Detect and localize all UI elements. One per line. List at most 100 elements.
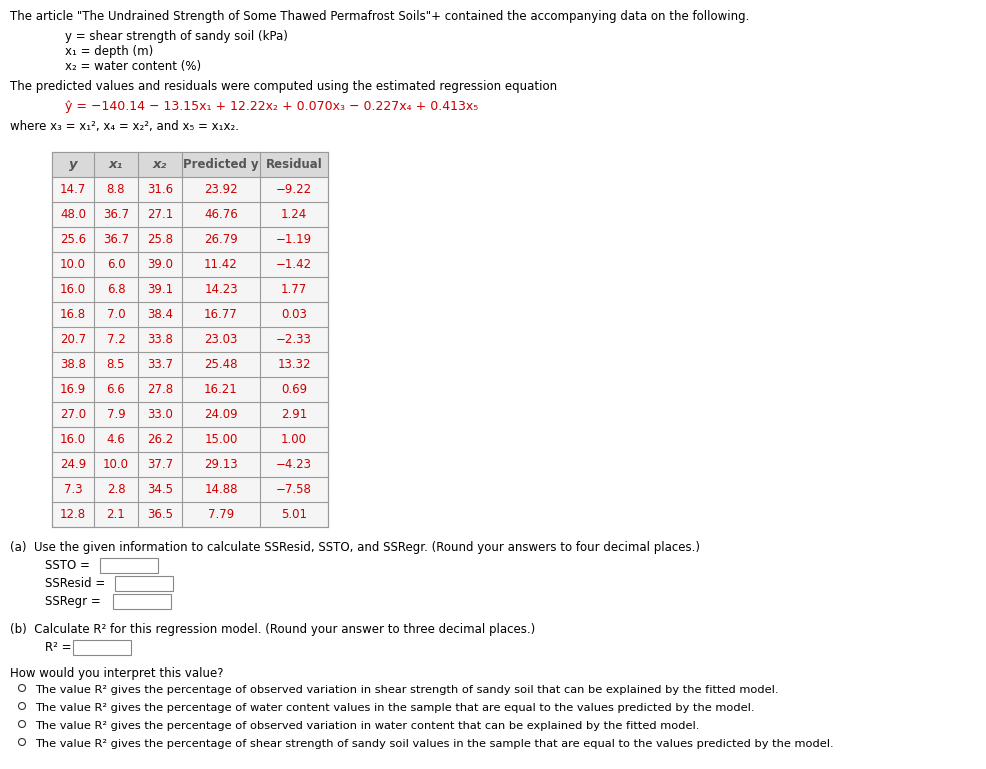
Bar	[52, 502, 327, 527]
Bar	[52, 427, 327, 452]
Text: SSResid =: SSResid =	[45, 577, 106, 590]
Text: 24.09: 24.09	[204, 408, 238, 421]
Text: 16.0: 16.0	[60, 433, 86, 446]
Text: 2.1: 2.1	[106, 508, 125, 521]
Text: 11.42: 11.42	[204, 258, 238, 271]
Text: x₁ = depth (m): x₁ = depth (m)	[65, 45, 153, 58]
Text: 0.69: 0.69	[281, 383, 307, 396]
Text: 25.48: 25.48	[204, 358, 238, 371]
Bar	[52, 377, 327, 402]
Text: 2.91: 2.91	[281, 408, 307, 421]
Text: 1.24: 1.24	[281, 208, 307, 221]
Text: 8.8: 8.8	[106, 183, 125, 196]
Text: 36.7: 36.7	[103, 208, 129, 221]
Text: 38.8: 38.8	[60, 358, 86, 371]
Text: 1.77: 1.77	[281, 283, 307, 296]
Bar	[52, 402, 327, 427]
Text: 14.23: 14.23	[204, 283, 238, 296]
Text: −1.42: −1.42	[276, 258, 312, 271]
Text: 33.0: 33.0	[147, 408, 173, 421]
Text: 38.4: 38.4	[147, 308, 173, 321]
Text: The value R² gives the percentage of observed variation in shear strength of san: The value R² gives the percentage of obs…	[35, 685, 778, 695]
Text: SSTO =: SSTO =	[45, 559, 90, 572]
Bar	[100, 558, 158, 573]
Text: −1.19: −1.19	[276, 233, 312, 246]
Bar	[52, 202, 327, 227]
Text: 29.13: 29.13	[204, 458, 238, 471]
Text: y = shear strength of sandy soil (kPa): y = shear strength of sandy soil (kPa)	[65, 30, 288, 43]
Text: 25.8: 25.8	[147, 233, 173, 246]
Text: x₁: x₁	[108, 158, 123, 171]
Bar	[52, 277, 327, 302]
Text: x₂: x₂	[153, 158, 167, 171]
Text: 46.76: 46.76	[204, 208, 238, 221]
Text: The value R² gives the percentage of shear strength of sandy soil values in the : The value R² gives the percentage of she…	[35, 739, 833, 749]
Bar	[115, 576, 173, 591]
Text: 20.7: 20.7	[60, 333, 86, 346]
Text: 12.8: 12.8	[60, 508, 86, 521]
Bar	[52, 477, 327, 502]
Text: The predicted values and residuals were computed using the estimated regression : The predicted values and residuals were …	[10, 80, 556, 93]
Text: 27.1: 27.1	[147, 208, 173, 221]
Bar	[52, 302, 327, 327]
Bar	[52, 452, 327, 477]
Text: 26.79: 26.79	[204, 233, 238, 246]
Text: 33.7: 33.7	[147, 358, 173, 371]
Text: The article "The Undrained Strength of Some Thawed Permafrost Soils"+ contained : The article "The Undrained Strength of S…	[10, 10, 748, 23]
Text: 14.7: 14.7	[60, 183, 86, 196]
Text: 6.8: 6.8	[106, 283, 125, 296]
Text: 36.7: 36.7	[103, 233, 129, 246]
Text: −9.22: −9.22	[276, 183, 312, 196]
Text: 6.6: 6.6	[106, 383, 125, 396]
Text: 23.92: 23.92	[204, 183, 238, 196]
Text: 27.8: 27.8	[147, 383, 173, 396]
Text: 6.0: 6.0	[106, 258, 125, 271]
Text: y: y	[69, 158, 77, 171]
Text: −2.33: −2.33	[276, 333, 312, 346]
Bar	[112, 594, 171, 609]
Text: 31.6: 31.6	[147, 183, 173, 196]
Text: 27.0: 27.0	[60, 408, 86, 421]
Text: −4.23: −4.23	[276, 458, 312, 471]
Text: 10.0: 10.0	[60, 258, 86, 271]
Text: 14.88: 14.88	[204, 483, 238, 496]
Text: 48.0: 48.0	[60, 208, 86, 221]
Text: 23.03: 23.03	[204, 333, 238, 346]
Text: 1.00: 1.00	[281, 433, 307, 446]
Text: 25.6: 25.6	[60, 233, 86, 246]
Bar	[52, 352, 327, 377]
Text: 10.0: 10.0	[103, 458, 129, 471]
Text: 13.32: 13.32	[277, 358, 311, 371]
Text: 7.9: 7.9	[106, 408, 125, 421]
Text: ŷ = −140.14 − 13.15x₁ + 12.22x₂ + 0.070x₃ − 0.227x₄ + 0.413x₅: ŷ = −140.14 − 13.15x₁ + 12.22x₂ + 0.070x…	[65, 100, 478, 113]
Text: 16.77: 16.77	[204, 308, 238, 321]
Text: SSRegr =: SSRegr =	[45, 595, 101, 608]
Text: 37.7: 37.7	[147, 458, 173, 471]
Bar	[52, 177, 327, 202]
Text: R² =: R² =	[45, 641, 71, 654]
Text: 2.8: 2.8	[106, 483, 125, 496]
Text: The value R² gives the percentage of water content values in the sample that are: The value R² gives the percentage of wat…	[35, 703, 753, 713]
Text: −7.58: −7.58	[276, 483, 312, 496]
Text: 7.79: 7.79	[208, 508, 234, 521]
Bar	[52, 327, 327, 352]
Text: 5.01: 5.01	[281, 508, 307, 521]
Text: 16.9: 16.9	[60, 383, 86, 396]
Text: 16.8: 16.8	[60, 308, 86, 321]
Text: Residual: Residual	[265, 158, 322, 171]
Text: 26.2: 26.2	[147, 433, 173, 446]
Text: 34.5: 34.5	[147, 483, 173, 496]
Text: x₂ = water content (%): x₂ = water content (%)	[65, 60, 201, 73]
Text: How would you interpret this value?: How would you interpret this value?	[10, 667, 223, 680]
Bar	[52, 227, 327, 252]
Text: 8.5: 8.5	[106, 358, 125, 371]
Text: (b)  Calculate R² for this regression model. (Round your answer to three decimal: (b) Calculate R² for this regression mod…	[10, 623, 534, 636]
Text: The value R² gives the percentage of observed variation in water content that ca: The value R² gives the percentage of obs…	[35, 721, 699, 731]
Text: 7.0: 7.0	[106, 308, 125, 321]
Text: (a)  Use the given information to calculate SSResid, SSTO, and SSRegr. (Round yo: (a) Use the given information to calcula…	[10, 541, 699, 554]
Bar	[52, 152, 327, 177]
Text: 4.6: 4.6	[106, 433, 125, 446]
Text: Predicted y: Predicted y	[183, 158, 258, 171]
Text: 16.0: 16.0	[60, 283, 86, 296]
Bar	[73, 640, 131, 655]
